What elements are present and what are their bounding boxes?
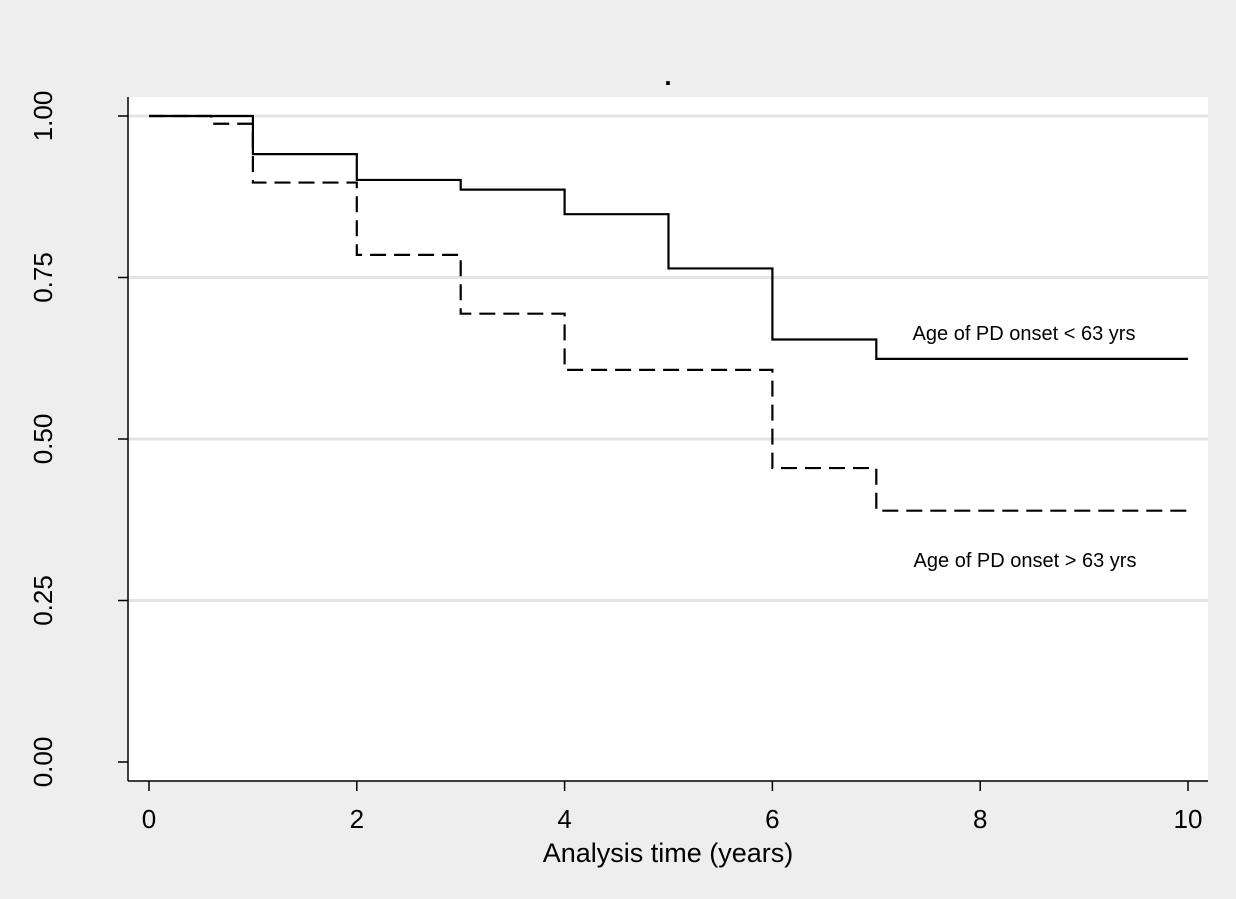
x-tick-label: 6 bbox=[765, 804, 779, 834]
axes: 0 2 4 6 8 10 0.00 0.25 0.50 0.75 1.00 bbox=[28, 91, 1208, 834]
y-tick-label: 0.50 bbox=[28, 414, 58, 465]
x-tick-label: 4 bbox=[557, 804, 571, 834]
x-tick-label: 10 bbox=[1174, 804, 1203, 834]
gridlines bbox=[128, 114, 1208, 602]
x-tick-label: 8 bbox=[973, 804, 987, 834]
series-label-onset-under-63: Age of PD onset < 63 yrs bbox=[913, 323, 1136, 345]
y-tick-label: 0.00 bbox=[28, 737, 58, 788]
chart-title: . bbox=[664, 61, 671, 91]
x-tick-label: 2 bbox=[350, 804, 364, 834]
x-tick-label: 0 bbox=[142, 804, 156, 834]
y-tick-label: 0.25 bbox=[28, 575, 58, 626]
series-line-onset-under-63 bbox=[149, 114, 1188, 360]
y-tick-label: 0.75 bbox=[28, 252, 58, 303]
y-tick-label: 1.00 bbox=[28, 91, 58, 142]
series-layer bbox=[149, 114, 1188, 512]
series-label-onset-over-63: Age of PD onset > 63 yrs bbox=[914, 550, 1137, 572]
x-axis-label: Analysis time (years) bbox=[543, 838, 794, 868]
annotations: Age of PD onset < 63 yrs Age of PD onset… bbox=[913, 323, 1137, 572]
